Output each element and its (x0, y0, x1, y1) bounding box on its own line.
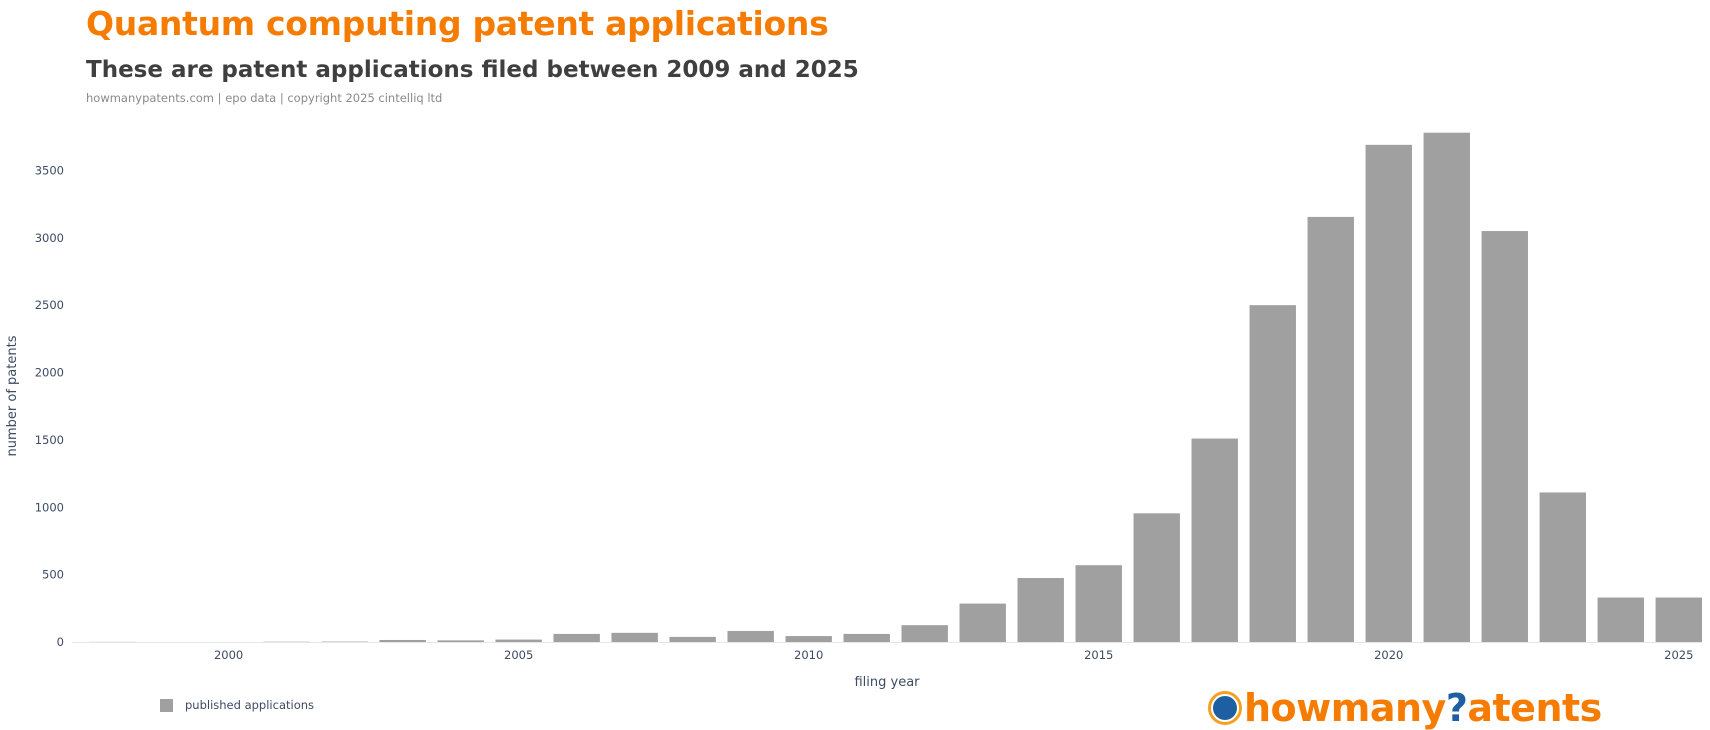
bar-2008[interactable] (669, 637, 715, 642)
x-axis-ticks: 2000 2005 2010 2015 2020 2025 (214, 648, 1693, 662)
bar-2022[interactable] (1482, 231, 1528, 642)
bar-2012[interactable] (902, 625, 948, 642)
y-tick-label: 3500 (35, 163, 64, 177)
bar-2005[interactable] (495, 640, 541, 642)
y-tick-label: 500 (42, 568, 64, 582)
x-tick-label: 2000 (214, 648, 243, 662)
logo-text-question: ? (1446, 686, 1468, 730)
x-tick-label: 2015 (1084, 648, 1113, 662)
bar-2025[interactable] (1656, 598, 1702, 642)
legend-label: published applications (185, 698, 314, 712)
x-tick-label: 2010 (794, 648, 823, 662)
bar-2024[interactable] (1598, 598, 1644, 642)
bar-2016[interactable] (1134, 513, 1180, 642)
bar-2020[interactable] (1366, 145, 1412, 642)
bar-2019[interactable] (1308, 217, 1354, 642)
x-axis-label: filing year (854, 675, 920, 690)
bar-2003[interactable] (379, 640, 425, 642)
y-tick-label: 2500 (35, 298, 64, 312)
bar-2011[interactable] (843, 634, 889, 642)
bar-2010[interactable] (785, 636, 831, 642)
bar-2013[interactable] (960, 604, 1006, 642)
y-axis-ticks: 0 500 1000 1500 2000 2500 3000 3500 (35, 163, 64, 649)
y-tick-label: 0 (57, 635, 64, 649)
logo-text-part1: howmany (1244, 686, 1446, 730)
legend[interactable]: published applications (160, 698, 314, 712)
y-tick-label: 1000 (35, 500, 64, 514)
y-tick-label: 1500 (35, 433, 64, 447)
bar-2009[interactable] (727, 631, 773, 642)
y-axis-label: number of patents (5, 335, 20, 456)
logo-text: howmany?atents (1244, 689, 1602, 727)
bar-2006[interactable] (553, 634, 599, 642)
globe-icon (1208, 691, 1242, 725)
legend-swatch (160, 699, 173, 712)
bar-2015[interactable] (1076, 565, 1122, 642)
bar-2017[interactable] (1192, 439, 1238, 642)
y-tick-label: 3000 (35, 231, 64, 245)
bar-group (89, 133, 1702, 643)
howmanypatents-logo: howmany?atents (1208, 686, 1602, 730)
y-tick-label: 2000 (35, 366, 64, 380)
logo-text-part3: atents (1467, 686, 1601, 730)
bar-2014[interactable] (1018, 578, 1064, 642)
bar-2021[interactable] (1424, 133, 1470, 642)
bar-2018[interactable] (1250, 305, 1296, 642)
bar-2007[interactable] (611, 633, 657, 642)
x-tick-label: 2005 (504, 648, 533, 662)
bar-2004[interactable] (437, 640, 483, 642)
bar-2023[interactable] (1540, 492, 1586, 642)
x-tick-label: 2020 (1374, 648, 1403, 662)
x-tick-label: 2025 (1664, 648, 1693, 662)
